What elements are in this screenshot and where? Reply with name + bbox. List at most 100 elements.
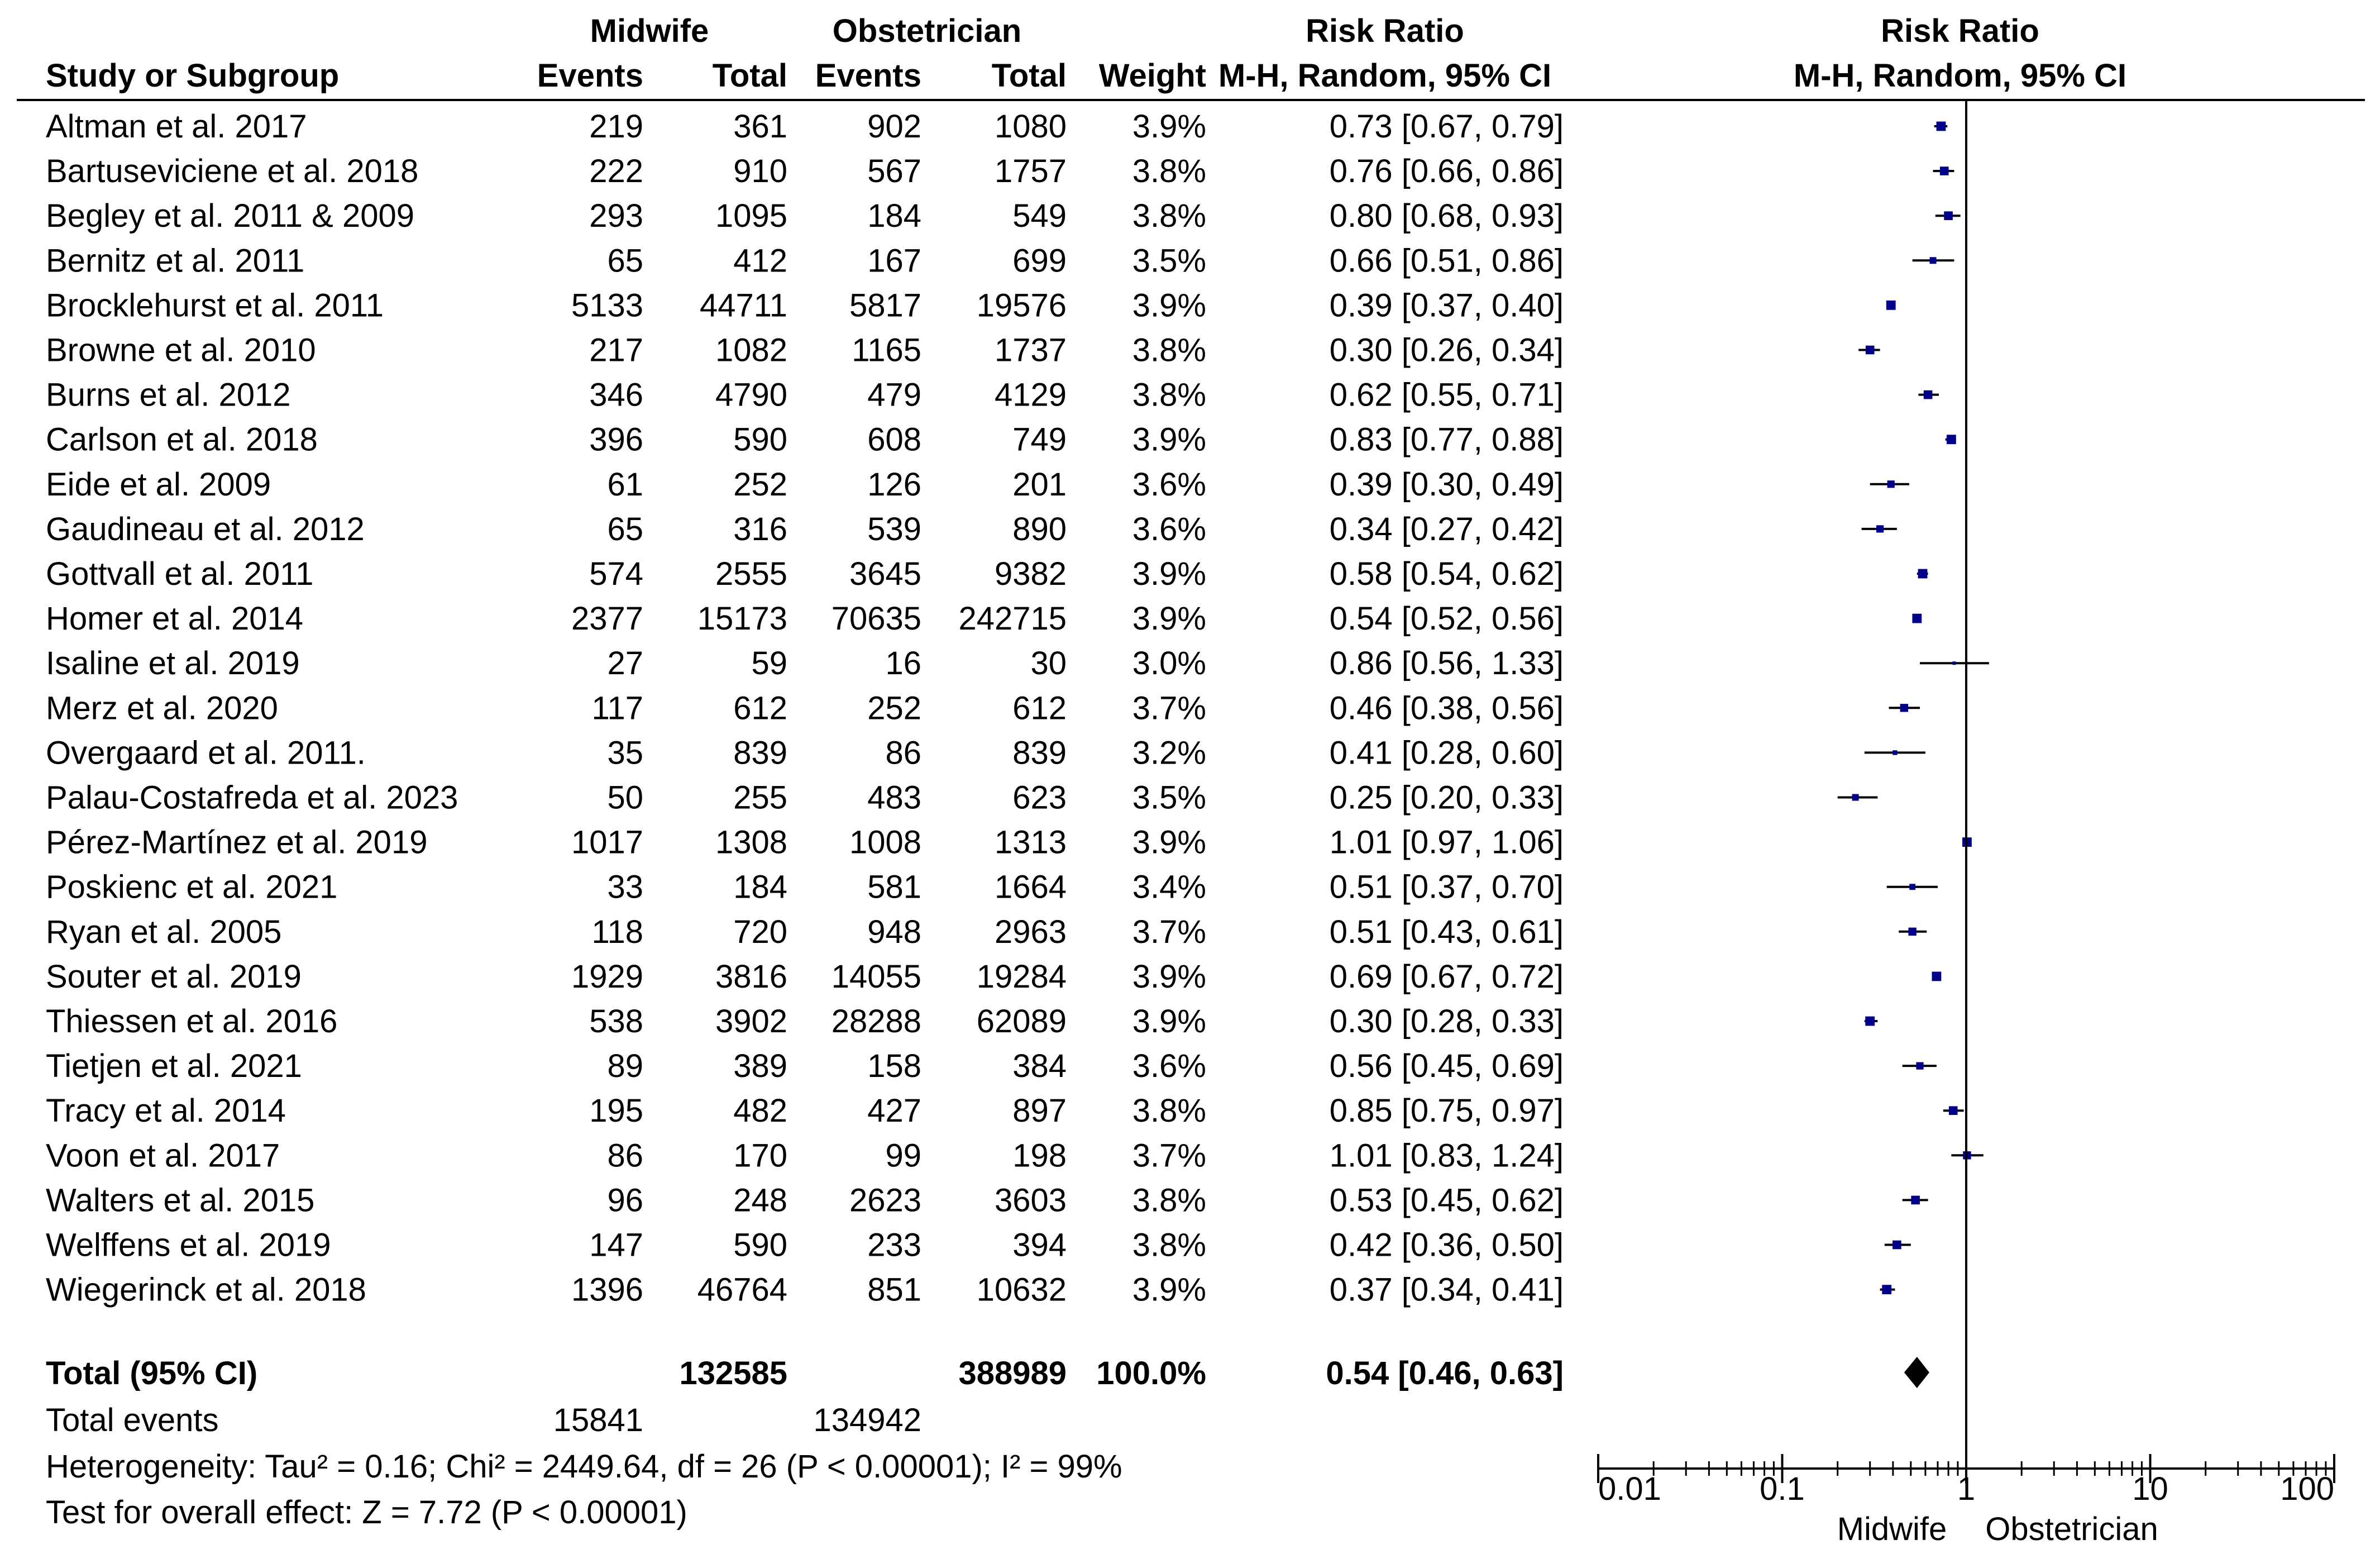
total2-column-header: Total	[992, 58, 1067, 94]
obstetrician-total: 749	[1012, 422, 1067, 458]
study-row: Isaline et al. 2019 27 59 16 30 3.0% 0.86 [0.5…	[46, 645, 1989, 681]
obstetrician-total: 10632	[977, 1272, 1067, 1308]
midwife-total: 839	[733, 735, 787, 771]
point-estimate	[1876, 525, 1884, 533]
study-ci-text: 0.54 [0.52, 0.56]	[1330, 600, 1564, 637]
obstetrician-total: 3603	[995, 1182, 1067, 1218]
obstetrician-events: 158	[867, 1048, 921, 1084]
obstetrician-total: 2963	[995, 914, 1067, 950]
midwife-total: 1095	[715, 198, 787, 234]
point-estimate	[1892, 1240, 1901, 1250]
study-column-header: Study or Subgroup	[46, 58, 339, 94]
study-ci-text: 0.80 [0.68, 0.93]	[1330, 198, 1564, 234]
midwife-events: 65	[607, 511, 643, 547]
study-ci-text: 0.76 [0.66, 0.86]	[1330, 153, 1564, 189]
obstetrician-total: 1080	[995, 108, 1067, 145]
study-ci-text: 0.56 [0.45, 0.69]	[1330, 1048, 1564, 1084]
point-estimate	[1948, 1106, 1958, 1115]
study-ci-text: 1.01 [0.97, 1.06]	[1330, 824, 1564, 861]
study-weight: 3.4%	[1132, 869, 1206, 905]
study-weight: 3.8%	[1132, 332, 1206, 369]
point-estimate	[1908, 927, 1917, 936]
midwife-events: 27	[607, 645, 643, 681]
study-row: Eide et al. 2009 61 252 126 201 3.6% 0.39 [0.3…	[46, 466, 1909, 503]
plot-method-header: M-H, Random, 95% CI	[1794, 58, 2126, 94]
total-events-label: Total events	[46, 1402, 219, 1438]
study-name: Isaline et al. 2019	[46, 645, 300, 681]
study-row: Merz et al. 2020 117 612 252 612 3.7% 0.46 [0.…	[46, 690, 1920, 726]
total-events1: 15841	[553, 1402, 643, 1438]
total-weight: 100.0%	[1096, 1355, 1206, 1391]
point-estimate	[1944, 211, 1953, 220]
study-row: Gottvall et al. 2011 574 2555 3645 9382 3.9% 0…	[46, 556, 1928, 592]
study-row: Begley et al. 2011 & 2009 293 1095 184 549 3.…	[46, 198, 1961, 234]
midwife-events: 293	[589, 198, 643, 234]
study-name: Tietjen et al. 2021	[46, 1048, 302, 1084]
obstetrician-events: 427	[867, 1093, 921, 1129]
tick-label: 1	[1957, 1471, 1975, 1507]
midwife-events: 396	[589, 422, 643, 458]
tick-label: 10	[2132, 1471, 2168, 1507]
midwife-events: 2377	[571, 600, 643, 637]
point-estimate	[1887, 480, 1895, 488]
midwife-events: 117	[592, 690, 643, 726]
point-estimate	[1946, 435, 1956, 445]
point-estimate	[1882, 1285, 1892, 1294]
midwife-total: 4790	[715, 377, 787, 413]
point-estimate	[1911, 1195, 1920, 1205]
midwife-total: 44711	[700, 287, 787, 323]
study-row: Bernitz et al. 2011 65 412 167 699 3.5% 0.66 […	[46, 242, 1954, 279]
obstetrician-total: 1757	[995, 153, 1067, 189]
study-weight: 3.7%	[1132, 690, 1206, 726]
study-row: Brocklehurst et al. 2011 5133 44711 5817 195…	[46, 287, 1896, 323]
obstetrician-events: 233	[867, 1227, 921, 1264]
study-row: Gaudineau et al. 2012 65 316 539 890 3.6% 0.34…	[46, 511, 1897, 547]
obstetrician-events: 479	[867, 377, 921, 413]
study-name: Merz et al. 2020	[46, 690, 278, 726]
study-row: Souter et al. 2019 1929 3816 14055 19284 3.9%…	[46, 959, 1942, 995]
study-name: Burns et al. 2012	[46, 377, 291, 413]
obstetrician-total: 384	[1012, 1048, 1067, 1084]
obstetrician-events: 483	[867, 780, 921, 816]
midwife-total: 590	[733, 422, 787, 458]
midwife-events: 35	[607, 735, 643, 771]
study-ci-text: 0.53 [0.45, 0.62]	[1330, 1182, 1564, 1218]
point-estimate	[1912, 613, 1922, 623]
obstetrician-events: 948	[867, 914, 921, 950]
point-estimate	[1939, 166, 1949, 175]
obstetrician-events: 28288	[831, 1003, 921, 1040]
midwife-total: 255	[733, 780, 787, 816]
midwife-events: 50	[607, 780, 643, 816]
midwife-total: 170	[733, 1137, 787, 1174]
events1-column-header: Events	[537, 58, 643, 94]
obstetrician-events: 851	[867, 1272, 921, 1308]
study-weight: 3.2%	[1132, 735, 1206, 771]
rr-column-title: Risk Ratio	[1306, 13, 1464, 49]
midwife-events: 33	[607, 869, 643, 905]
midwife-events: 1929	[571, 959, 643, 995]
study-name: Poskienc et al. 2021	[46, 869, 337, 905]
study-weight: 3.6%	[1132, 466, 1206, 503]
total1-column-header: Total	[713, 58, 787, 94]
point-estimate	[1865, 1016, 1875, 1026]
obstetrician-total: 242715	[958, 600, 1067, 637]
obstetrician-total: 201	[1012, 466, 1067, 503]
midwife-total: 590	[733, 1227, 787, 1264]
study-ci-text: 0.51 [0.43, 0.61]	[1330, 914, 1564, 950]
obstetrician-total: 549	[1012, 198, 1067, 234]
study-ci-text: 0.66 [0.51, 0.86]	[1330, 242, 1564, 279]
obstetrician-events: 86	[885, 735, 921, 771]
midwife-events: 147	[589, 1227, 643, 1264]
obstetrician-total: 897	[1012, 1093, 1067, 1129]
midwife-events: 61	[607, 466, 643, 503]
tick-label: 0.01	[1598, 1471, 1661, 1507]
obstetrician-events: 902	[867, 108, 921, 145]
tick-label: 100	[2280, 1471, 2334, 1507]
midwife-total: 184	[733, 869, 787, 905]
study-row: Thiessen et al. 2016 538 3902 28288 62089 3.9…	[46, 1003, 1878, 1040]
study-weight: 3.9%	[1132, 1003, 1206, 1040]
study-ci-text: 0.39 [0.30, 0.49]	[1330, 466, 1564, 503]
total-label: Total (95% CI)	[46, 1355, 257, 1391]
obstetrician-total: 30	[1030, 645, 1067, 681]
